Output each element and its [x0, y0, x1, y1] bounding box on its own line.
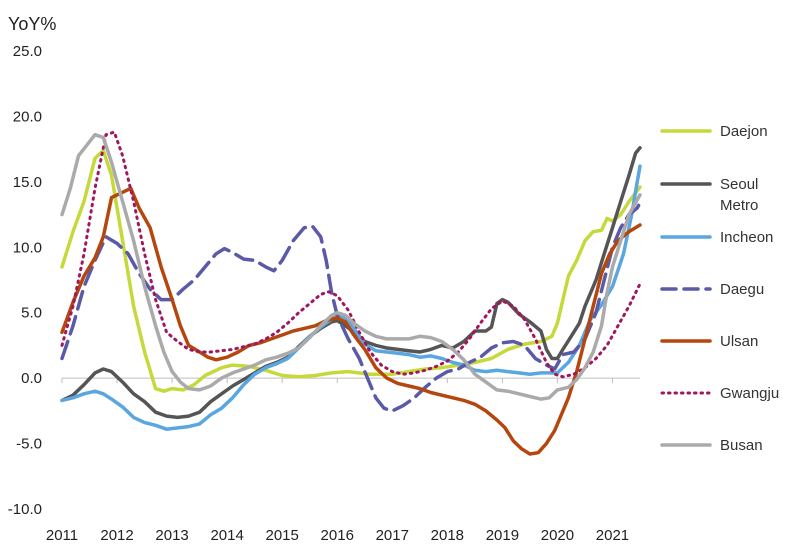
- y-axis-title: YoY%: [8, 14, 56, 34]
- series-line-ulsan: [60, 186, 642, 456]
- x-tick-label: 2013: [155, 527, 188, 544]
- x-tick-label: 2014: [210, 527, 243, 544]
- x-tick-label: 2011: [46, 527, 78, 544]
- x-tick-label: 2021: [596, 527, 629, 544]
- legend: Daejon Seoul Metro Incheon Daegu Ulsan Gwangju…: [660, 123, 779, 454]
- y-tick-label: -10.0: [8, 501, 42, 518]
- legend-label: Gwangju: [720, 385, 779, 402]
- x-tick-label: 2019: [486, 527, 519, 544]
- legend-label: Daejon: [720, 123, 768, 140]
- series-line-busan: [60, 132, 642, 401]
- legend-label: Seoul Metro: [720, 176, 758, 214]
- y-tick-label: 20.0: [13, 108, 42, 125]
- y-tick-labels: 25.0 20.0 15.0 10.0 5.0 0.0 -5.0 -10.0: [8, 43, 42, 518]
- series-line-incheon: [60, 164, 642, 431]
- x-tick-label: 2018: [431, 527, 464, 544]
- y-tick-label: 10.0: [13, 239, 42, 256]
- series-line-daejon: [60, 148, 642, 393]
- x-tick-label: 2015: [266, 527, 299, 544]
- legend-label: Incheon: [720, 229, 773, 246]
- y-tick-label: 0.0: [21, 370, 42, 387]
- y-tick-label: -5.0: [16, 436, 42, 453]
- legend-label: Daegu: [720, 281, 764, 298]
- y-tick-label: 5.0: [21, 305, 42, 322]
- x-tick-label: 2020: [541, 527, 574, 544]
- series-line-seoul-metro: [60, 146, 642, 420]
- y-tick-label: 15.0: [13, 174, 42, 191]
- legend-label: Busan: [720, 437, 763, 454]
- x-tick-label: 2017: [376, 527, 409, 544]
- legend-label: Ulsan: [720, 333, 758, 350]
- x-tick-labels: 2011 2012 2013 2014 2015 2016 2017 2018 2019 2020…: [46, 527, 629, 544]
- y-tick-label: 25.0: [13, 43, 42, 60]
- series-line-gwangju: [60, 130, 642, 379]
- series-lines: [60, 130, 642, 456]
- x-tick-label: 2012: [100, 527, 133, 544]
- x-tick-label: 2016: [321, 527, 354, 544]
- x-tick-marks: [61, 378, 613, 384]
